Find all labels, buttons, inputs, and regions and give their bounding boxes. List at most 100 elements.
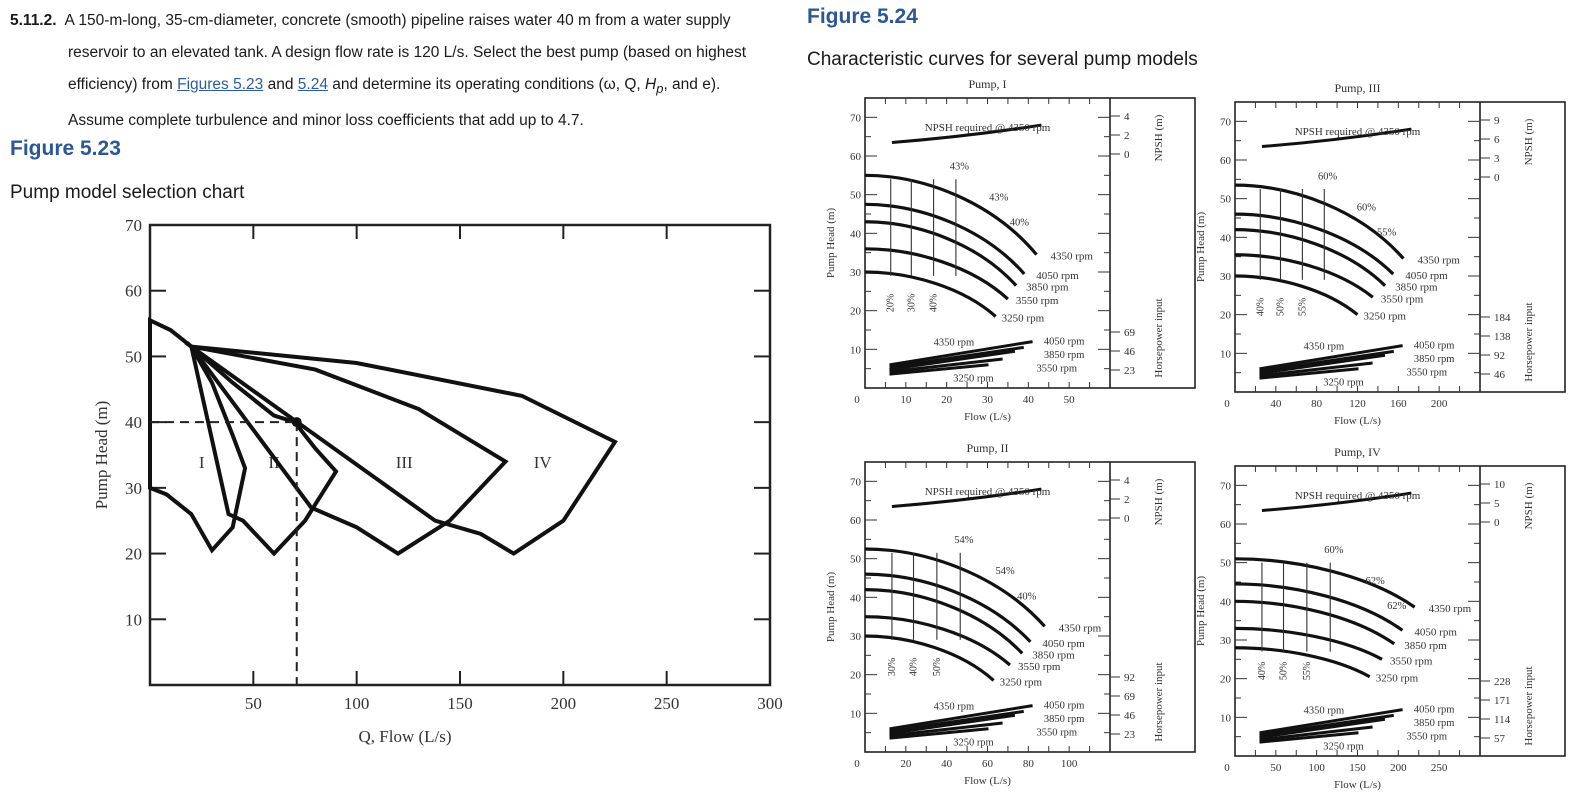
efficiency-label: 43% bbox=[950, 162, 970, 173]
efficiency-label: 55% bbox=[1377, 227, 1397, 238]
y-tick-label: 60 bbox=[1220, 155, 1232, 167]
hp-rpm-label: 3850 rpm bbox=[1414, 354, 1455, 365]
pump-panel-title: Pump, I bbox=[968, 77, 1006, 91]
efficiency-label: 54% bbox=[954, 535, 974, 546]
npsh-tick-label: 4 bbox=[1124, 111, 1130, 123]
rpm-label: 4050 rpm bbox=[1042, 638, 1085, 650]
hp-curve bbox=[1259, 349, 1394, 373]
npsh-axis-label: NPSH (m) bbox=[1153, 114, 1165, 161]
efficiency-label: 20% bbox=[886, 294, 897, 312]
npsh-axis-label: NPSH (m) bbox=[1153, 478, 1165, 525]
y-tick-label: 40 bbox=[125, 413, 142, 432]
efficiency-label: 40% bbox=[1257, 662, 1268, 680]
hp-tick-label: 92 bbox=[1494, 350, 1505, 362]
operating-point bbox=[291, 417, 302, 428]
x-tick-label: 40 bbox=[1270, 398, 1282, 410]
hp-curve bbox=[889, 709, 1024, 733]
hp-curve bbox=[1259, 725, 1373, 742]
y-tick-label: 50 bbox=[850, 190, 862, 202]
hp-curve bbox=[1259, 344, 1403, 371]
region-label: II bbox=[268, 453, 280, 472]
hp-tick-label: 46 bbox=[1124, 346, 1136, 358]
hp-curve bbox=[889, 363, 989, 376]
efficiency-label: 50% bbox=[932, 658, 943, 676]
figure-523-link[interactable]: Figures 5.23 bbox=[177, 76, 264, 93]
efficiency-label: 54% bbox=[996, 566, 1016, 577]
x-tick-label: 40 bbox=[1023, 394, 1035, 406]
y-tick-label: 40 bbox=[850, 592, 862, 604]
efficiency-label: 30% bbox=[906, 294, 917, 312]
figure-524-caption: Characteristic curves for several pump m… bbox=[807, 49, 1198, 70]
efficiency-label: 62% bbox=[1387, 601, 1407, 612]
hp-tick-label: 69 bbox=[1124, 327, 1136, 339]
y-tick-label: 20 bbox=[850, 670, 862, 682]
x-tick-label: 150 bbox=[447, 694, 473, 713]
hp-curve bbox=[1259, 367, 1359, 380]
y-axis-label: Pump Head (m) bbox=[92, 401, 111, 510]
rpm-label: 3850 rpm bbox=[1032, 649, 1075, 661]
hp-tick-label: 138 bbox=[1494, 331, 1511, 343]
hp-tick-label: 23 bbox=[1124, 729, 1136, 741]
y-tick-label: 10 bbox=[850, 344, 862, 356]
x-tick-label: 200 bbox=[1431, 398, 1448, 410]
y-tick-label: 10 bbox=[1220, 712, 1232, 724]
y-tick-label: 40 bbox=[1220, 232, 1232, 244]
hp-axis-label: Horsepower input bbox=[1523, 302, 1535, 381]
hp-tick-label: 184 bbox=[1494, 312, 1511, 324]
efficiency-label: 50% bbox=[1279, 662, 1290, 680]
rpm-label: 3550 rpm bbox=[1018, 661, 1061, 673]
hp-tick-label: 114 bbox=[1494, 714, 1511, 726]
plot-frame bbox=[1234, 101, 1566, 393]
y-tick-label: 70 bbox=[1220, 116, 1232, 128]
head-curve bbox=[864, 220, 1018, 287]
rpm-label: 4350 rpm bbox=[1059, 622, 1102, 634]
y-tick-label: 20 bbox=[1220, 674, 1232, 686]
region-IV bbox=[184, 343, 618, 556]
hp-rpm-label: 4050 rpm bbox=[1414, 705, 1455, 716]
x-tick-label: 30 bbox=[982, 394, 994, 406]
x-tick-label: 100 bbox=[1308, 762, 1325, 774]
y-tick-label: 30 bbox=[850, 267, 862, 279]
x-tick-label: 50 bbox=[1270, 762, 1282, 774]
efficiency-label: 40% bbox=[909, 658, 920, 676]
efficiency-label: 55% bbox=[1302, 662, 1313, 680]
npsh-axis-label: NPSH (m) bbox=[1523, 482, 1535, 529]
rpm-label: 3850 rpm bbox=[1026, 282, 1069, 294]
efficiency-label: 40% bbox=[1017, 591, 1036, 602]
hp-tick-label: 69 bbox=[1124, 691, 1136, 703]
hp-curve bbox=[889, 727, 989, 740]
hp-curve bbox=[889, 349, 1016, 371]
y-tick-label: 50 bbox=[1220, 558, 1232, 570]
figure-523-caption: Pump model selection chart bbox=[10, 182, 245, 203]
rpm-label: 3550 rpm bbox=[1016, 295, 1059, 307]
hp-tick-label: 228 bbox=[1494, 676, 1511, 688]
npsh-curve bbox=[1261, 491, 1412, 512]
hp-rpm-label: 3550 rpm bbox=[1407, 731, 1448, 742]
x-tick-label: 0 bbox=[854, 758, 860, 770]
efficiency-label: 60% bbox=[1324, 545, 1344, 556]
rpm-label: 4050 rpm bbox=[1414, 626, 1457, 638]
head-curve bbox=[1234, 582, 1404, 632]
y-tick-label: 20 bbox=[850, 306, 862, 318]
head-curve bbox=[864, 615, 1012, 667]
figure-524-link[interactable]: 5.24 bbox=[297, 76, 328, 93]
x-tick-label: 200 bbox=[1390, 762, 1407, 774]
npsh-label: NPSH required @ 4350 rpm bbox=[925, 486, 1051, 498]
hp-rpm-label: 4050 rpm bbox=[1044, 337, 1085, 348]
npsh-axis-label: NPSH (m) bbox=[1523, 118, 1535, 165]
head-curve bbox=[864, 173, 1038, 256]
y-tick-label: 60 bbox=[1220, 519, 1232, 531]
region-I bbox=[148, 317, 248, 554]
x-tick-label: 250 bbox=[1431, 762, 1448, 774]
efficiency-label: 50% bbox=[1275, 298, 1286, 316]
x-tick-label: 80 bbox=[1023, 758, 1035, 770]
rpm-label: 3250 rpm bbox=[1000, 676, 1043, 688]
npsh-curve bbox=[891, 487, 1042, 508]
x-axis-label: Flow (L/s) bbox=[964, 411, 1011, 423]
hp-rpm-label: 4350 rpm bbox=[1304, 705, 1345, 716]
head-curve bbox=[864, 572, 1032, 643]
rpm-label: 3250 rpm bbox=[1376, 673, 1419, 685]
x-tick-label: 300 bbox=[757, 694, 783, 713]
npsh-tick-label: 0 bbox=[1494, 517, 1500, 529]
head-curve bbox=[1234, 274, 1359, 316]
